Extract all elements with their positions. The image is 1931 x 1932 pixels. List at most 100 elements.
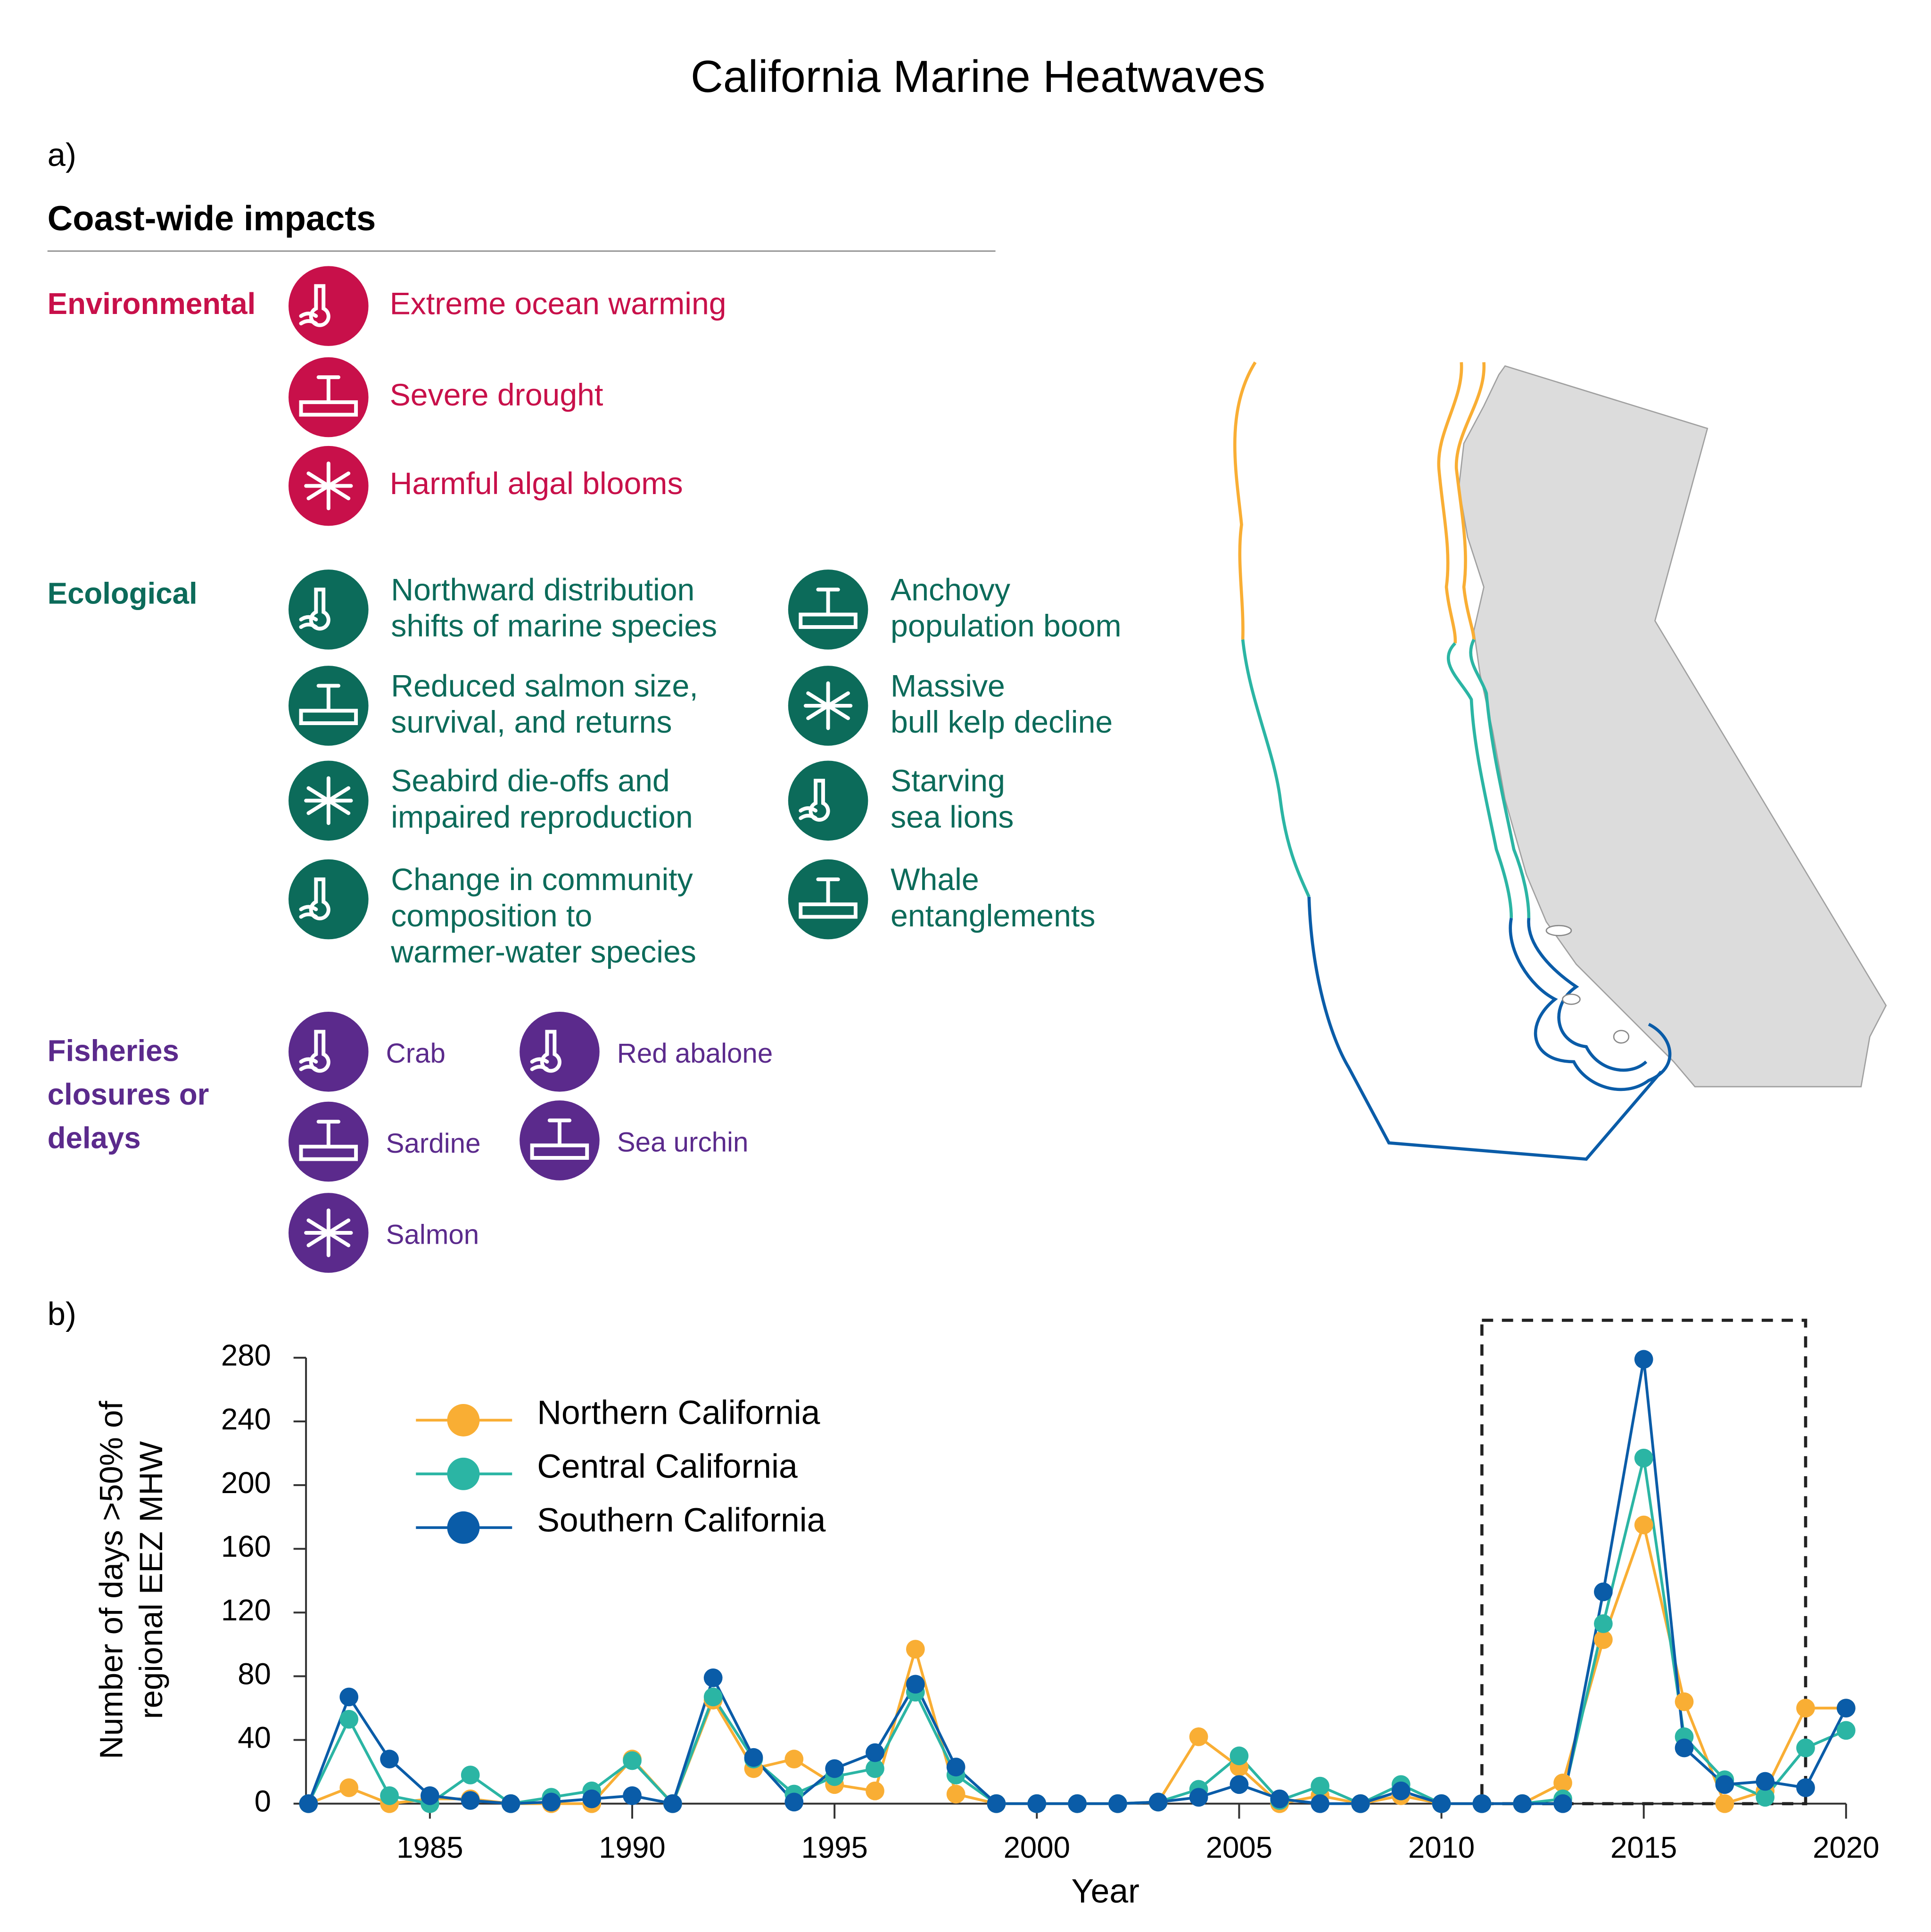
data-point [946,1758,966,1776]
data-point [421,1786,439,1805]
data-point [663,1794,682,1813]
impact-label: survival, and returns [391,705,672,740]
data-point [1553,1773,1572,1792]
data-point [501,1794,520,1813]
impact-icon [520,1012,600,1092]
data-point [1230,1746,1249,1766]
y-tick-label: 80 [238,1657,271,1691]
data-point [582,1789,602,1808]
impact-label: shifts of marine species [391,609,717,644]
impact-label: Red abalone [617,1038,773,1069]
data-point [1594,1582,1613,1602]
data-point [1311,1794,1329,1813]
data-point [461,1766,480,1784]
data-point [380,1750,399,1769]
y-tick-label: 120 [221,1593,271,1627]
x-tick-label: 2010 [1408,1831,1475,1865]
impact-label: Sardine [386,1128,481,1159]
data-point [1351,1794,1370,1813]
y-tick-label: 0 [255,1785,271,1818]
x-tick-label: 2020 [1813,1831,1879,1865]
impact-label: Crab [386,1038,446,1069]
impact-label: Starving [891,764,1005,799]
icon-glyph [304,1208,353,1257]
data-point [623,1751,642,1770]
impact-label: population boom [891,609,1122,644]
data-point [1553,1794,1572,1813]
data-point [299,1794,318,1813]
data-point [1108,1794,1127,1813]
icon-glyph [803,681,853,730]
data-point [987,1794,1006,1813]
icon-glyph [299,284,330,327]
legend-marker [447,1511,480,1544]
impact-icon [289,1012,369,1092]
series-line [308,1520,1846,1807]
impact-label: warmer-water species [390,935,696,970]
california-map [1233,361,1887,1161]
data-point [866,1759,884,1778]
data-point [1270,1789,1289,1808]
data-point [866,1743,884,1762]
data-point [380,1786,399,1805]
icon-glyph [530,1118,589,1160]
icon-glyph [799,778,830,822]
icon-glyph [304,461,353,511]
data-point [1836,1721,1856,1740]
x-tick-label: 2000 [1004,1831,1070,1865]
impact-icon [289,859,369,940]
impact-label: entanglements [891,899,1095,933]
data-point [946,1784,966,1804]
data-point [866,1781,884,1800]
data-point [784,1750,804,1769]
impact-label: Seabird die-offs and [391,764,669,799]
impact-label: Reduced salmon size, [391,669,698,703]
data-point [1230,1775,1249,1794]
data-point [339,1687,359,1707]
data-point [339,1778,359,1797]
impact-label: Sea urchin [617,1127,749,1157]
x-tick-label: 1985 [396,1831,463,1865]
y-tick-label: 200 [221,1466,271,1500]
impact-label: impaired reproduction [391,800,693,835]
data-point [703,1668,723,1687]
y-tick-label: 240 [221,1403,271,1436]
icon-glyph [299,877,330,921]
icon-glyph [299,1120,358,1161]
data-point [1432,1794,1451,1813]
x-tick-label: 2015 [1610,1831,1677,1865]
data-point [1594,1630,1613,1649]
impact-label: Salmon [386,1219,479,1250]
y-axis-title: Number of days >50% of [93,1401,129,1759]
y-tick-label: 280 [221,1339,271,1372]
category-label: Ecological [48,577,198,611]
data-point [1027,1794,1047,1813]
x-tick-label: 1990 [599,1831,665,1865]
impact-label: bull kelp decline [891,705,1113,740]
impact-label: Harmful algal blooms [390,466,683,501]
section-heading: Coast-wide impacts [48,199,376,238]
legend-label: Central California [537,1448,798,1486]
data-point [542,1792,561,1812]
y-tick-label: 40 [238,1721,271,1754]
impact-label: Severe drought [390,378,603,413]
impact-icon [289,266,369,346]
impact-label: Whale [891,862,979,897]
icon-glyph [304,776,353,825]
impact-label: Extreme ocean warming [390,287,726,322]
data-point [1634,1448,1653,1468]
data-point [1068,1794,1087,1813]
category-label: closures or [48,1078,209,1111]
data-point [1796,1778,1815,1797]
data-point [1675,1692,1694,1711]
icon-glyph [299,375,358,417]
category-label: Fisheries [48,1034,179,1067]
y-tick-label: 160 [221,1530,271,1563]
data-point [1756,1788,1775,1807]
data-point [1675,1738,1694,1758]
data-point [1715,1775,1734,1794]
category-label: delays [48,1122,141,1155]
icon-glyph [299,587,330,631]
data-point [339,1709,359,1729]
